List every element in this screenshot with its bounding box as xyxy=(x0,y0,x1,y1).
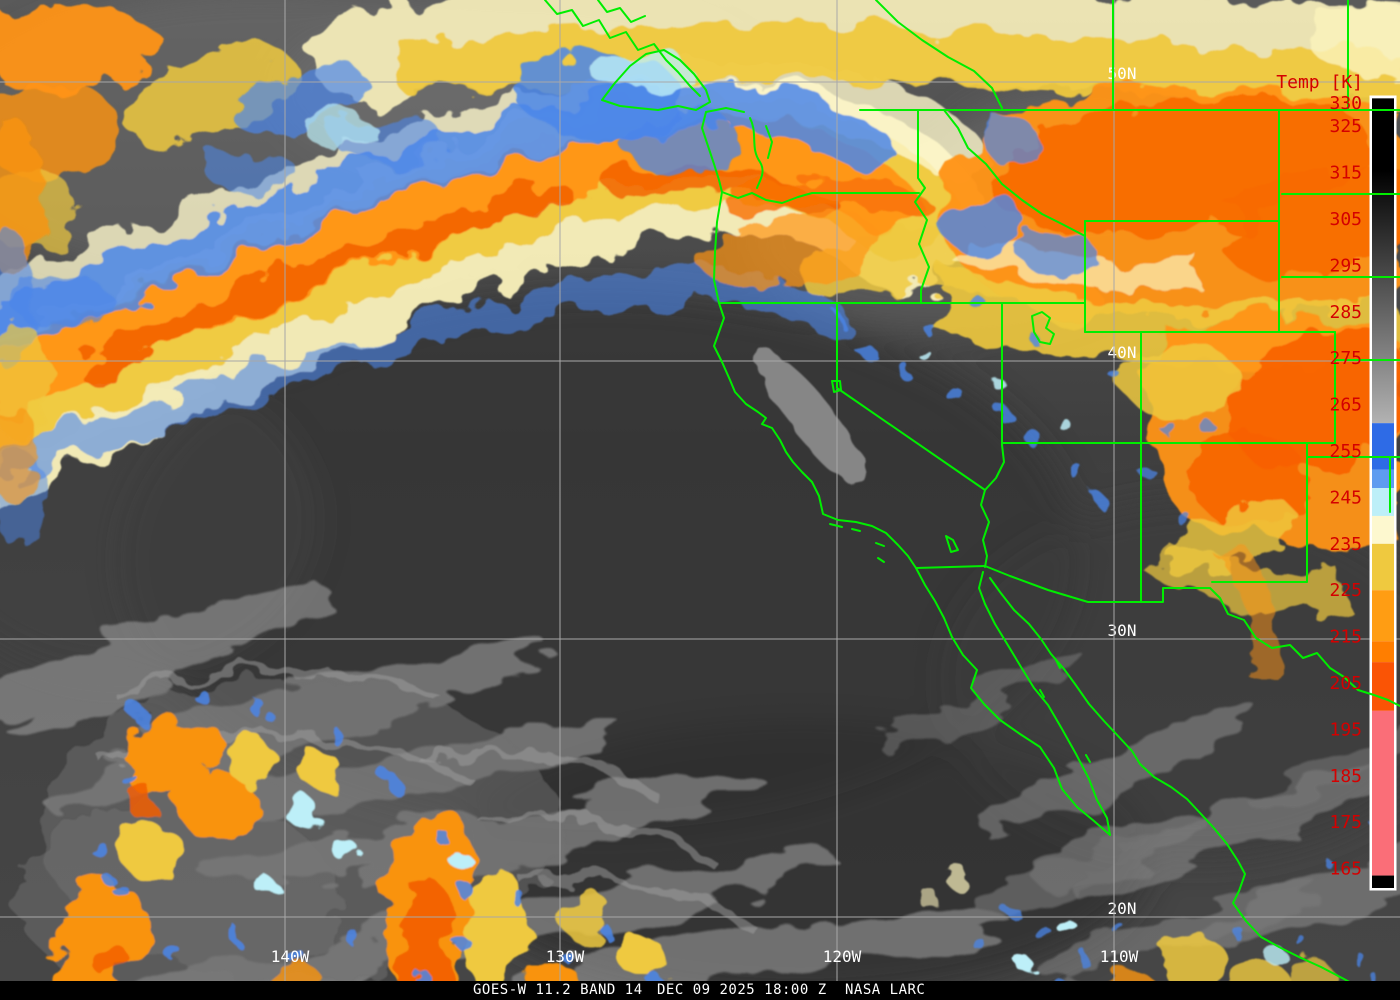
border-idaho-montana xyxy=(943,109,1086,304)
colorbar-tick-265: 265 xyxy=(1329,395,1362,416)
coastline-baja-pacific xyxy=(915,567,1111,836)
colorbar-tick-255: 255 xyxy=(1329,441,1362,462)
border-bc-alberta xyxy=(875,0,1003,109)
border-idaho-west xyxy=(914,109,930,304)
colorbar-tick-325: 325 xyxy=(1329,116,1362,137)
colorbar-tick-215: 215 xyxy=(1329,627,1362,648)
cloud-convection-southwest xyxy=(20,666,753,1000)
colorbar-segment-4 xyxy=(1372,515,1394,544)
coastline-washington xyxy=(701,111,723,193)
colorbar-segment-5 xyxy=(1372,543,1394,591)
coastline-mexico-mainland xyxy=(989,577,1375,999)
map-borders xyxy=(544,0,1400,999)
colorbar-segment-9 xyxy=(1372,710,1394,876)
coastline-british-columbia xyxy=(544,0,701,97)
cloud-frontal-band xyxy=(0,0,1400,505)
lake-tahoe-outline xyxy=(831,380,842,393)
colorbar-tick-225: 225 xyxy=(1329,580,1362,601)
colorbar-tick-165: 165 xyxy=(1329,859,1362,880)
grid-label-20N: 20N xyxy=(1108,899,1137,918)
grid-label-120W: 120W xyxy=(823,947,862,966)
colorbar-tick-205: 205 xyxy=(1329,673,1362,694)
coastline-oregon xyxy=(713,191,723,304)
border-california-nevada xyxy=(836,302,990,568)
colorbar-segment-7 xyxy=(1372,641,1394,663)
channel-islands xyxy=(829,523,885,563)
caption-text-1: DEC 09 2025 18:00 Z xyxy=(657,982,827,998)
caption-text-0: GOES-W 11.2 BAND 14 xyxy=(473,982,643,998)
colorbar-tick-175: 175 xyxy=(1329,812,1362,833)
colorbar-tick-185: 185 xyxy=(1329,766,1362,787)
puget-sound-outline xyxy=(705,107,773,189)
border-washington-oregon xyxy=(721,191,920,204)
colorbar-tick-245: 245 xyxy=(1329,487,1362,508)
border-us-mexico-riogrande xyxy=(984,565,1400,707)
border-nevada-utah-114w xyxy=(984,302,1005,491)
colorbar-segment-8 xyxy=(1372,662,1394,711)
colorbar-segment-10 xyxy=(1372,875,1394,888)
grid-label-140W: 140W xyxy=(271,947,310,966)
terrain-central-valley xyxy=(756,349,870,491)
border-us-mexico-california xyxy=(915,565,986,569)
colorbar-layer xyxy=(1369,95,1397,891)
colorbar-tick-315: 315 xyxy=(1329,163,1362,184)
colorbar-segment-0 xyxy=(1372,98,1394,424)
gulf-of-california-islands xyxy=(1039,659,1091,763)
grid-label-130W: 130W xyxy=(546,947,585,966)
grid-label-110W: 110W xyxy=(1100,947,1139,966)
salton-sea-outline xyxy=(945,535,959,553)
coastline-california xyxy=(713,302,917,569)
vancouver-island-outline xyxy=(601,49,711,111)
coastline-bc-inlet xyxy=(597,0,646,23)
colorbar-segment-6 xyxy=(1372,590,1394,642)
grid-label-40N: 40N xyxy=(1108,343,1137,362)
cloud-mass-colorado-newmexico xyxy=(1120,317,1400,682)
grid-label-50N: 50N xyxy=(1108,64,1137,83)
caption-text-2: NASA LARC xyxy=(845,982,926,998)
colorbar-segment-3 xyxy=(1372,488,1394,516)
colorbar-tick-330: 330 xyxy=(1329,93,1362,114)
colorbar-tick-285: 285 xyxy=(1329,302,1362,323)
coastline-baja-gulf xyxy=(978,571,1111,836)
colorbar-tick-295: 295 xyxy=(1329,255,1362,276)
colorbar-tick-305: 305 xyxy=(1329,209,1362,230)
grid-label-30N: 30N xyxy=(1108,621,1137,640)
caption-bar: GOES-W 11.2 BAND 14 DEC 09 2025 18:00 Z NA… xyxy=(0,981,1400,1000)
colorbar-tick-235: 235 xyxy=(1329,534,1362,555)
border-newmexico-texas xyxy=(1211,442,1308,583)
colorbar-tick-275: 275 xyxy=(1329,348,1362,369)
great-salt-lake-outline xyxy=(1031,311,1055,345)
colorbar-tick-195: 195 xyxy=(1329,719,1362,740)
colorbar-segment-2 xyxy=(1372,469,1394,489)
colorbar-title: Temp [K] xyxy=(1276,72,1363,93)
